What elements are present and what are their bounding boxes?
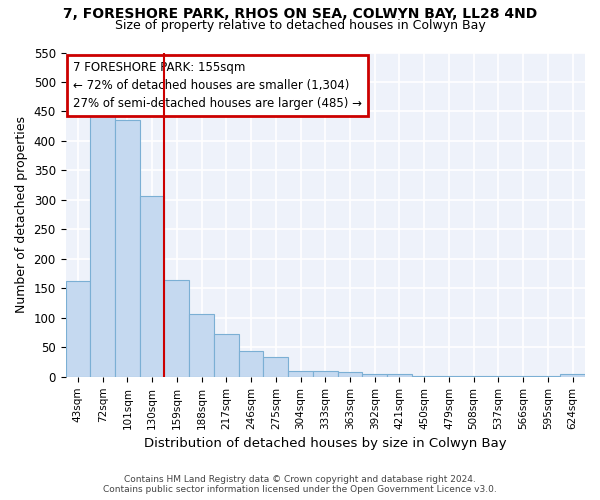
- Bar: [536, 376, 560, 377]
- Bar: [115, 120, 140, 377]
- Bar: [90, 112, 115, 377]
- Text: Contains HM Land Registry data © Crown copyright and database right 2024.
Contai: Contains HM Land Registry data © Crown c…: [103, 474, 497, 494]
- Bar: [263, 358, 288, 377]
- Bar: [313, 371, 338, 377]
- Bar: [387, 374, 412, 377]
- Text: 7 FORESHORE PARK: 155sqm
← 72% of detached houses are smaller (1,304)
27% of sem: 7 FORESHORE PARK: 155sqm ← 72% of detach…: [73, 60, 362, 110]
- Bar: [239, 351, 263, 377]
- Bar: [214, 334, 239, 377]
- Bar: [486, 376, 511, 377]
- Bar: [140, 196, 164, 377]
- Y-axis label: Number of detached properties: Number of detached properties: [15, 116, 28, 313]
- Bar: [362, 374, 387, 377]
- Bar: [560, 374, 585, 377]
- Bar: [461, 376, 486, 377]
- Bar: [338, 372, 362, 377]
- Bar: [511, 376, 536, 377]
- Bar: [437, 376, 461, 377]
- Bar: [65, 280, 90, 377]
- Bar: [412, 376, 437, 377]
- Text: Size of property relative to detached houses in Colwyn Bay: Size of property relative to detached ho…: [115, 18, 485, 32]
- X-axis label: Distribution of detached houses by size in Colwyn Bay: Distribution of detached houses by size …: [144, 437, 506, 450]
- Bar: [189, 314, 214, 377]
- Bar: [164, 280, 189, 377]
- Bar: [288, 371, 313, 377]
- Text: 7, FORESHORE PARK, RHOS ON SEA, COLWYN BAY, LL28 4ND: 7, FORESHORE PARK, RHOS ON SEA, COLWYN B…: [63, 8, 537, 22]
